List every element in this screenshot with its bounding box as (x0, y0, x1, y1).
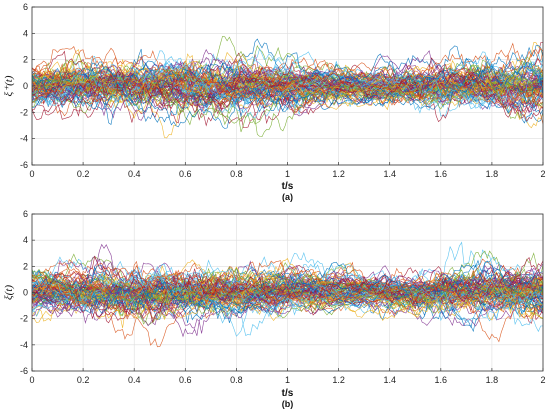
x-tick-label: 1.4 (383, 169, 396, 179)
y-tick-label: 6 (23, 2, 28, 12)
series-group (32, 35, 543, 139)
x-tick-label: 0.2 (77, 169, 90, 179)
x-tick-label: 2 (540, 375, 545, 385)
panel-caption: (a) (282, 192, 293, 202)
series-group (32, 241, 543, 348)
y-tick-label: 0 (23, 288, 28, 298)
y-tick-label: -2 (20, 314, 28, 324)
x-tick-label: 0.6 (179, 375, 192, 385)
series-line (32, 53, 543, 105)
x-tick-label: 0.2 (77, 375, 90, 385)
y-axis-label: ξ(t) (3, 285, 15, 300)
x-tick-label: 1 (285, 169, 290, 179)
chart-panel-a: 0 0.2 0.4 0.6 0.8 1 1.2 1.4 1.6 1.8 2 -6 -4 -2 0 2 4 6 t/s… (3, 2, 546, 202)
series-line (32, 255, 543, 316)
series-line (32, 264, 543, 324)
series-line (32, 256, 543, 336)
series-line (32, 266, 543, 312)
y-tick-label: -4 (20, 340, 28, 350)
series-line (32, 61, 543, 114)
x-axis-label: t/s (282, 388, 294, 399)
y-tick-label: 2 (23, 55, 28, 65)
x-tick-label: 1.4 (383, 375, 396, 385)
series-line (32, 58, 543, 104)
chart-panel-b: 0 0.2 0.4 0.6 0.8 1 1.2 1.4 1.6 1.8 2 -6 -4 -2 0 2 4 6 t/s… (3, 209, 546, 409)
series-line (32, 285, 543, 306)
x-tick-label: 0.4 (128, 375, 141, 385)
x-axis-label: t/s (282, 181, 294, 192)
series-line (32, 56, 543, 138)
y-tick-label: 2 (23, 261, 28, 271)
series-line (32, 260, 543, 319)
x-tick-label: 1.2 (332, 169, 345, 179)
y-axis-label: ξ⁺(t) (3, 75, 15, 96)
x-tick-label: 1.6 (435, 169, 448, 179)
series-line (32, 62, 543, 122)
y-tick-label: 4 (23, 235, 28, 245)
series-line (32, 264, 543, 343)
panel-caption: (b) (282, 399, 294, 409)
y-tick-label: 4 (23, 28, 28, 38)
y-tick-label: -4 (20, 134, 28, 144)
x-tick-label: 0.8 (230, 169, 243, 179)
series-line (32, 267, 543, 329)
x-tick-label: 2 (540, 169, 545, 179)
x-tick-label: 1 (285, 375, 290, 385)
x-tick-label: 1.6 (435, 375, 448, 385)
y-tick-label: -6 (20, 160, 28, 170)
series-line (32, 64, 543, 102)
x-tick-label: 0.6 (179, 169, 192, 179)
x-tick-label: 1.8 (486, 169, 499, 179)
series-line (32, 57, 543, 119)
y-tick-label: 0 (23, 81, 28, 91)
series-line (32, 49, 543, 109)
series-line (32, 274, 543, 308)
series-line (32, 53, 543, 125)
series-line (32, 256, 543, 324)
x-tick-label: 0 (29, 169, 34, 179)
series-line (32, 276, 543, 305)
x-tick-label: 0 (29, 375, 34, 385)
series-line (32, 263, 543, 324)
x-tick-label: 0.8 (230, 375, 243, 385)
series-line (32, 274, 543, 320)
series-line (32, 250, 543, 315)
y-tick-label: 6 (23, 209, 28, 219)
x-tick-label: 1.8 (486, 375, 499, 385)
x-tick-label: 0.4 (128, 169, 141, 179)
series-line (32, 67, 543, 110)
x-tick-label: 1.2 (332, 375, 345, 385)
y-tick-label: -2 (20, 107, 28, 117)
y-tick-label: -6 (20, 366, 28, 376)
series-line (32, 68, 543, 102)
